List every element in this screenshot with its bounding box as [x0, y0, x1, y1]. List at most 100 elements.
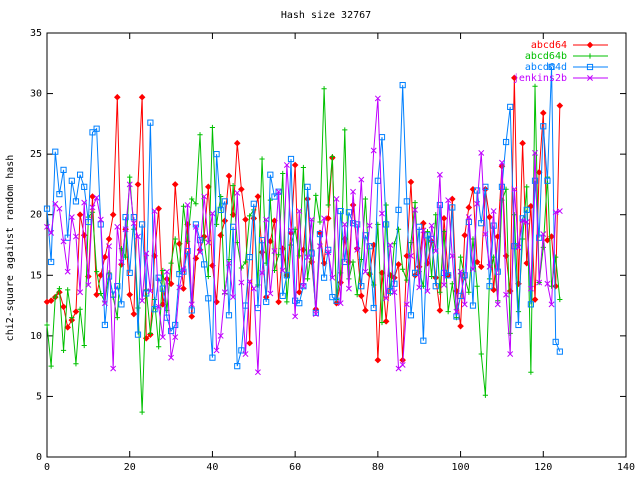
data-point-jenkins2b-75 [354, 246, 361, 253]
data-point-jenkins2b-112 [507, 351, 514, 357]
data-point-abcd64b-28 [160, 267, 166, 274]
data-point-abcd64b-58 [284, 299, 290, 305]
data-point-jenkins2b-87 [403, 301, 410, 308]
data-point-jenkins2b-56 [275, 188, 282, 195]
data-point-abcd64d-1 [48, 258, 55, 266]
data-point-abcd64-98 [448, 195, 456, 203]
data-point-abcd64b-117 [528, 369, 534, 375]
data-point-abcd64b-110 [499, 197, 505, 203]
data-point-jenkins2b-63 [304, 254, 311, 261]
data-point-abcd64d-108 [490, 222, 497, 229]
data-point-abcd64d-103 [469, 302, 477, 309]
legend-label-abcd64d: abcd64d [525, 62, 567, 73]
data-point-jenkins2b-18 [118, 259, 125, 265]
data-point-jenkins2b-40 [209, 210, 216, 217]
data-point-abcd64b-65 [313, 192, 319, 198]
data-point-jenkins2b-0 [44, 223, 50, 230]
data-point-jenkins2b-97 [445, 197, 452, 204]
data-point-jenkins2b-91 [420, 227, 427, 234]
data-point-abcd64-101 [461, 232, 469, 239]
data-point-jenkins2b-32 [176, 284, 183, 291]
series-abcd64d [43, 63, 563, 370]
legend-marker-abcd64d [586, 63, 594, 71]
y-tick-label-3: 15 [30, 270, 42, 281]
data-point-jenkins2b-47 [238, 279, 245, 286]
data-point-jenkins2b-72 [341, 221, 348, 228]
data-point-abcd64d-0 [43, 205, 51, 212]
data-point-abcd64b-33 [180, 203, 187, 209]
data-point-jenkins2b-67 [321, 215, 328, 222]
data-point-abcd64d-73 [345, 209, 353, 216]
data-point-jenkins2b-1 [48, 229, 55, 236]
data-point-abcd64d-8 [76, 171, 84, 178]
data-point-abcd64b-84 [391, 241, 397, 247]
data-point-abcd64b-7 [73, 361, 79, 367]
data-point-jenkins2b-8 [77, 289, 84, 296]
y-tick-label-1: 5 [36, 391, 42, 402]
data-point-abcd64b-56 [276, 252, 282, 258]
data-point-jenkins2b-111 [503, 291, 510, 298]
data-point-abcd64b-118 [532, 83, 538, 89]
data-point-jenkins2b-26 [151, 208, 158, 215]
data-point-abcd64d-101 [461, 272, 468, 279]
data-point-abcd64-17 [114, 93, 121, 101]
data-point-abcd64d-39 [205, 295, 212, 302]
data-point-abcd64d-44 [225, 312, 233, 319]
data-point-abcd64b-27 [156, 344, 162, 350]
series-jenkins2b [44, 95, 563, 376]
data-point-jenkins2b-96 [441, 282, 447, 288]
data-point-jenkins2b-95 [436, 171, 443, 178]
data-point-abcd64d-23 [139, 221, 146, 228]
data-point-jenkins2b-45 [230, 294, 237, 301]
data-point-abcd64d-47 [238, 347, 245, 354]
data-point-abcd64d-107 [486, 283, 493, 290]
data-point-jenkins2b-28 [159, 334, 166, 341]
data-point-abcd64-48 [242, 216, 249, 223]
data-point-jenkins2b-82 [383, 295, 390, 302]
data-point-abcd64d-98 [449, 204, 456, 211]
data-point-abcd64d-66 [316, 230, 324, 238]
data-point-abcd64d-79 [370, 304, 377, 312]
data-point-jenkins2b-107 [486, 263, 493, 270]
data-point-abcd64d-38 [201, 261, 208, 268]
data-point-jenkins2b-118 [532, 149, 538, 156]
data-point-abcd64b-6 [69, 315, 75, 321]
data-point-abcd64d-12 [93, 125, 100, 132]
data-point-abcd64d-30 [167, 327, 175, 335]
data-point-abcd64-23 [138, 93, 146, 101]
data-point-abcd64d-110 [498, 183, 506, 190]
data-point-abcd64d-14 [101, 321, 109, 329]
data-point-jenkins2b-53 [263, 216, 270, 223]
data-point-jenkins2b-101 [461, 301, 468, 308]
data-point-jenkins2b-84 [391, 289, 398, 296]
data-point-jenkins2b-3 [56, 205, 63, 212]
data-point-abcd64b-3 [56, 286, 63, 292]
data-point-abcd64d-6 [68, 177, 75, 184]
x-tick-label-4: 80 [372, 462, 384, 473]
data-point-jenkins2b-114 [515, 244, 522, 251]
data-point-abcd64d-46 [234, 363, 241, 370]
data-point-jenkins2b-33 [180, 266, 187, 273]
data-point-abcd64b-22 [135, 305, 141, 311]
data-point-abcd64b-69 [329, 153, 335, 160]
data-point-abcd64b-72 [342, 127, 348, 133]
data-point-abcd64b-82 [383, 202, 389, 208]
data-point-abcd64b-62 [300, 164, 307, 171]
data-point-jenkins2b-15 [106, 243, 112, 250]
data-point-jenkins2b-78 [366, 222, 373, 229]
data-point-abcd64d-97 [445, 272, 452, 279]
data-point-abcd64-117 [527, 202, 535, 210]
data-point-abcd64d-37 [196, 237, 204, 244]
data-point-abcd64b-20 [127, 174, 133, 180]
data-point-abcd64b-35 [189, 196, 195, 202]
data-point-jenkins2b-106 [482, 231, 489, 238]
data-point-abcd64d-119 [536, 234, 543, 241]
data-point-abcd64d-7 [72, 198, 80, 205]
data-point-abcd64d-27 [155, 274, 162, 281]
data-point-jenkins2b-69 [329, 274, 336, 281]
data-point-jenkins2b-104 [474, 200, 481, 207]
data-point-jenkins2b-21 [130, 220, 137, 227]
data-point-abcd64d-91 [420, 337, 427, 344]
data-point-abcd64d-19 [122, 214, 129, 221]
